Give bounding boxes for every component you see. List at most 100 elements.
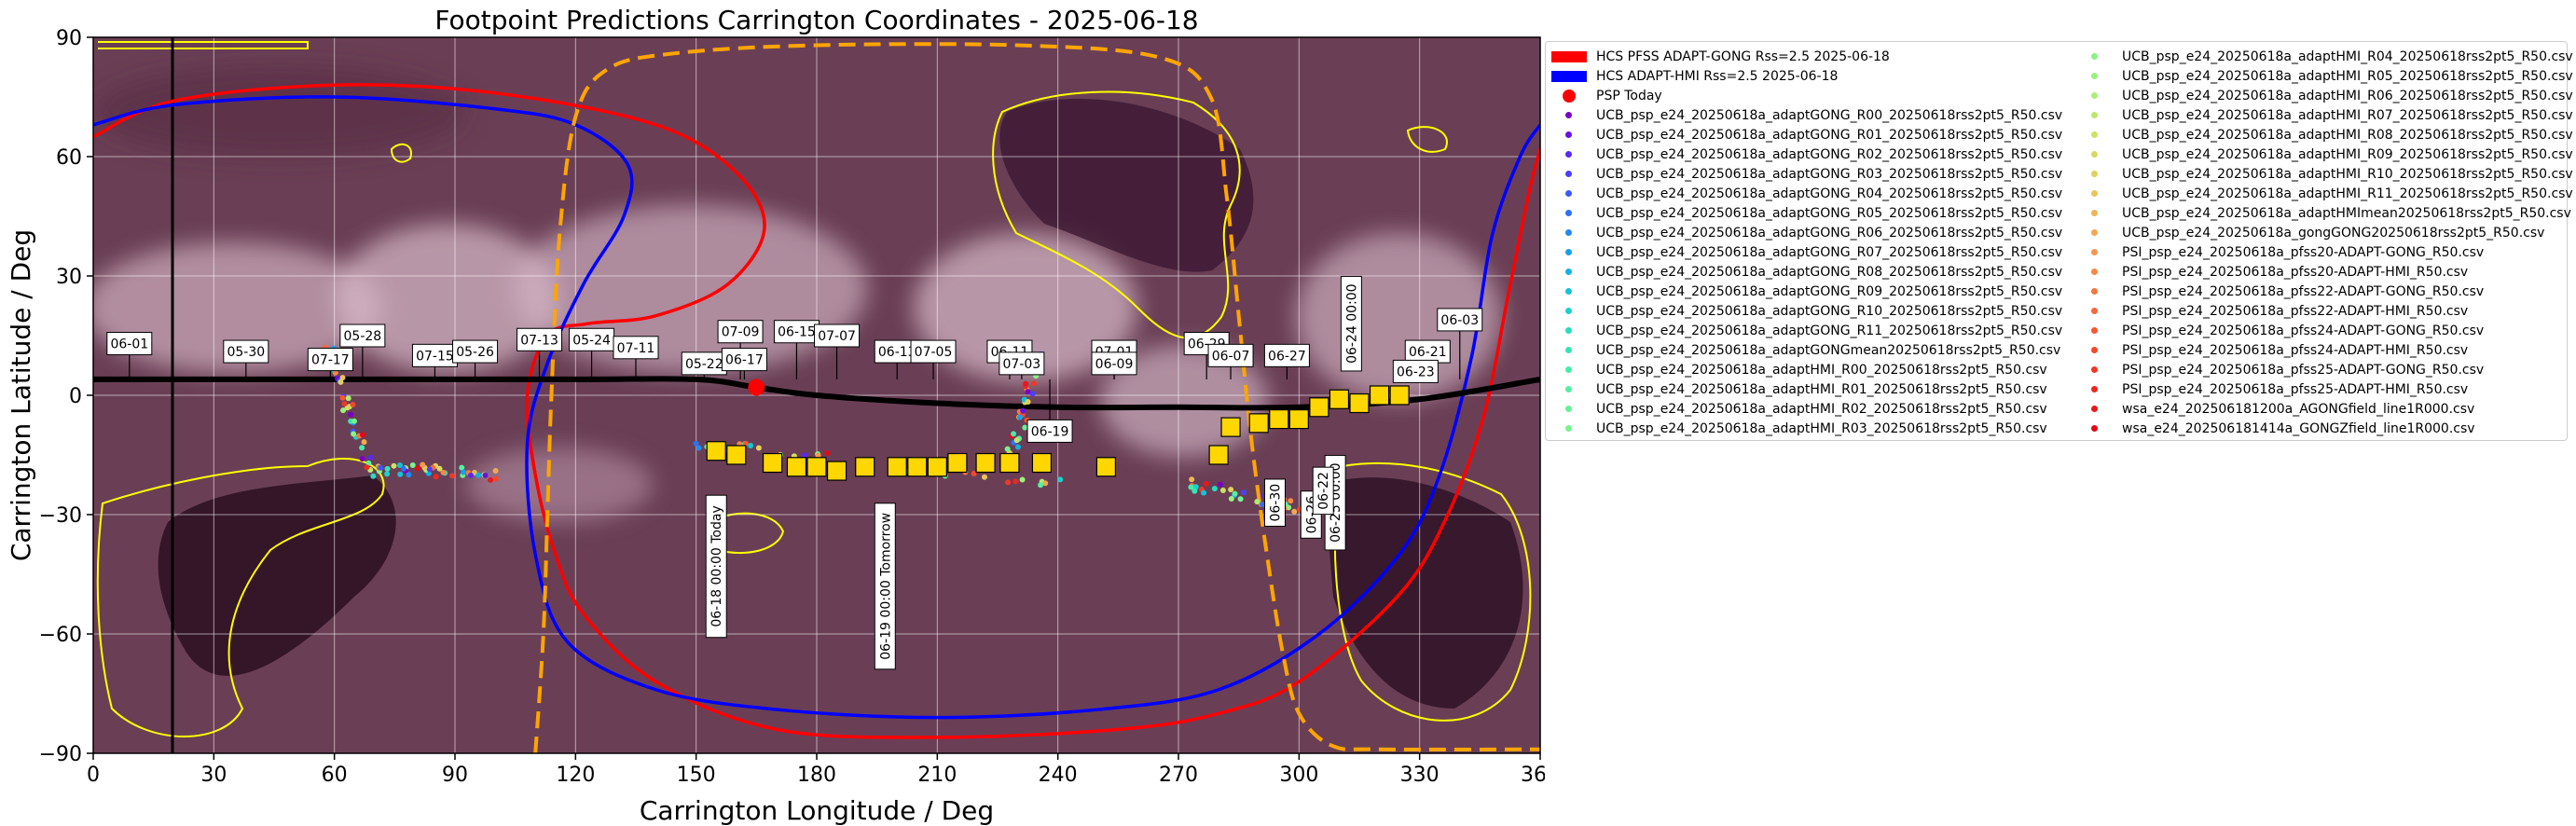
legend-label: UCB_psp_e24_20250618a_adaptGONG_R04_2025… [1596,186,2063,201]
footpoint-dot [409,461,416,468]
y-tick-label: 90 [56,27,82,50]
footpoint-marker [947,452,968,474]
date-label-box [814,324,861,348]
date-label: 05-28 [344,329,382,344]
legend-swatch [1551,364,1587,377]
legend-swatch [1551,71,1587,82]
date-label: 06-09 [1095,357,1134,372]
date-label: 07-13 [520,333,558,348]
footpoint-marker [907,457,928,477]
legend-item: wsa_e24_202506181414a_GONGZfield_line1R0… [2077,420,2475,438]
footpoint-dot [433,474,439,480]
legend-swatch [2077,305,2113,318]
footpoint-marker [1309,397,1329,418]
legend-item: wsa_e24_202506181200a_AGONGfield_line1R0… [2077,400,2474,419]
y-tick-label: 30 [56,266,82,289]
vertical-date-label-group: 06-30 [1263,478,1286,527]
legend-label: PSI_psp_e24_20250618a_pfss22-ADAPT-GONG_… [2122,284,2485,299]
psp-today-marker [748,379,765,396]
footpoint-dot [351,418,357,424]
footpoint-dot [397,471,404,477]
hcs-line-1 [93,95,1540,720]
legend-swatch [1551,168,1587,181]
legend-label: UCB_psp_e24_20250618a_adaptHMI_R01_20250… [1596,382,2047,397]
legend-label: UCB_psp_e24_20250618a_adaptHMI_R09_20250… [2122,147,2573,162]
legend-swatch [2077,129,2113,142]
footpoint-dot [1013,437,1020,444]
footpoint-dot [824,449,831,456]
legend-swatch [2077,70,2113,83]
footpoint-dot [1288,498,1294,504]
footpoint-scatter [322,344,1303,515]
footpoint-marker [1369,385,1390,406]
footpoint-dot [1219,487,1226,493]
x-tick-label: 150 [677,764,716,787]
legend-swatch [1551,51,1587,62]
legend-item: UCB_psp_e24_20250618a_adaptGONG_R01_2025… [1551,126,2062,145]
legend-swatch [2077,168,2113,181]
date-label: 06-03 [1440,313,1479,328]
legend-label: UCB_psp_e24_20250618a_adaptGONG_R05_2025… [1596,206,2063,221]
legend-swatch [1551,148,1587,161]
footpoint-dot [384,465,391,472]
footpoint-marker [975,452,996,474]
footpoint-dot [981,474,987,480]
legend-item: UCB_psp_e24_20250618a_adaptGONGmean20250… [1551,341,2060,360]
legend-label: UCB_psp_e24_20250618a_adaptHMI_R08_20250… [2122,128,2573,143]
footpoint-dot [755,445,762,451]
date-label-box [106,332,153,356]
date-label: 07-07 [818,329,856,344]
legend-label: PSI_psp_e24_20250618a_pfss25-ADAPT-GONG_… [2122,363,2485,378]
date-label: 05-26 [456,345,494,360]
legend-label: UCB_psp_e24_20250618a_adaptHMI_R10_20250… [2122,167,2573,182]
footpoint-dot [1025,389,1031,395]
legend-label: wsa_e24_202506181200a_AGONGfield_line1R0… [2122,402,2475,417]
date-label: 05-22 [685,357,723,372]
vertical-date-label-box [1340,275,1362,372]
legend-item: UCB_psp_e24_20250618a_adaptGONG_R09_2025… [1551,282,2062,301]
footpoint-dot [1011,431,1017,437]
legend-label: UCB_psp_e24_20250618a_adaptHMImean202506… [2122,206,2571,221]
y-tick-label: 0 [69,385,82,408]
legend-swatch [2077,109,2113,122]
vertical-date-label-group: 06-18 00:00 Today [705,494,727,639]
footpoint-dot [339,394,346,401]
legend-swatch [2077,207,2113,220]
y-tick-label: 60 [56,146,82,170]
date-label-box [1026,419,1073,443]
date-label-box [1263,343,1310,367]
legend-label: PSI_psp_e24_20250618a_pfss20-ADAPT-HMI_R… [2122,265,2469,280]
footpoint-dot [359,456,365,462]
date-label: 06-13 [878,345,916,360]
legend-item: PSI_psp_e24_20250618a_pfss24-ADAPT-HMI_R… [2077,341,2468,360]
footpoint-dot [488,476,494,483]
footpoint-dot [391,462,397,469]
date-label-box [411,343,458,367]
legend-swatch [2077,324,2113,337]
legend-swatch [1551,403,1587,416]
footpoint-dot [1038,482,1044,489]
legend-swatch [2077,383,2113,396]
x-tick-label: 60 [322,764,348,787]
footpoint-markers [706,385,1410,481]
legend-swatch [1551,344,1587,357]
date-label-box [717,320,764,344]
legend-label: UCB_psp_e24_20250618a_adaptGONG_R02_2025… [1596,147,2063,162]
date-label: 07-15 [416,349,454,364]
footpoint-dot [1057,476,1064,483]
footpoint-dot [359,445,365,451]
date-label-box [613,336,659,360]
footpoint-marker [826,461,847,481]
vertical-date-label-box [1263,478,1286,527]
x-tick-label: 90 [442,764,468,787]
legend-item: UCB_psp_e24_20250618a_adaptHMImean202506… [2077,204,2571,223]
footpoint-dot [1228,487,1234,493]
footpoint-dot [971,471,977,477]
footpoint-dot [1201,489,1207,496]
legend-swatch [1551,109,1587,122]
y-tick-label: −30 [39,504,82,528]
legend-label: PSI_psp_e24_20250618a_pfss25-ADAPT-HMI_R… [2122,382,2469,397]
legend-label: UCB_psp_e24_20250618a_adaptHMI_R04_20250… [2122,49,2573,64]
date-label-box [721,348,767,372]
legend-label: UCB_psp_e24_20250618a_adaptHMI_R02_20250… [1596,402,2047,417]
